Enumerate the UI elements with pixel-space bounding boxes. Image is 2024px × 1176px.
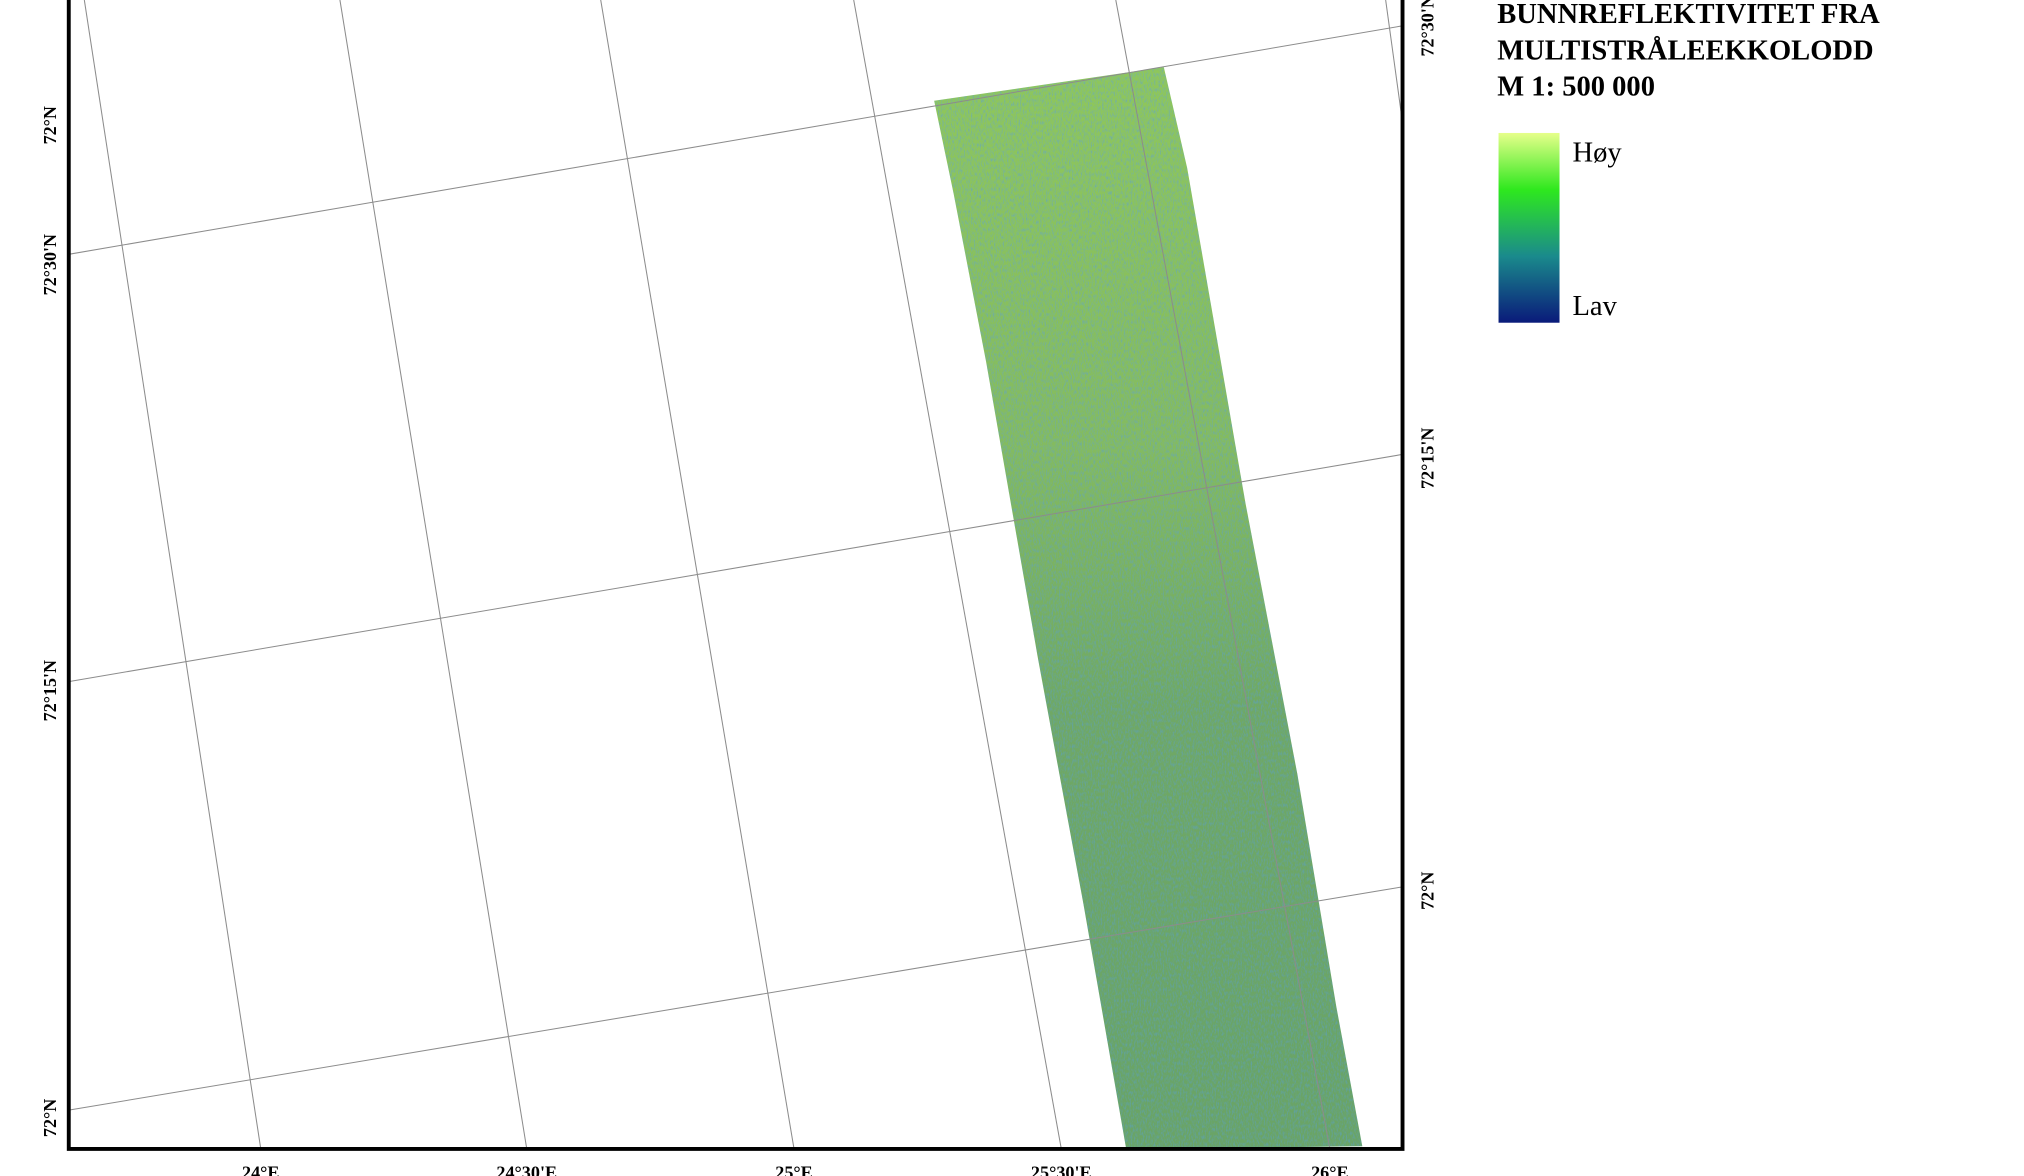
lon-label: 25°30'E [1031, 1163, 1092, 1176]
legend-high: Høy [1572, 137, 1622, 168]
lat-label: 72°30'N [40, 234, 60, 295]
graticule [68, 0, 1403, 1149]
left-labels: 72°N 72°30'N 72°15'N 72°N [40, 106, 60, 1137]
legend-low: Lav [1572, 291, 1617, 322]
legend-title: BUNNREFLEKTIVITET FRA [1497, 0, 1880, 30]
legend-title: M 1: 500 000 [1497, 72, 1655, 103]
right-labels: 72°30'N 72°15'N 72°N [1418, 0, 1438, 910]
lat-label: 72°15'N [40, 660, 60, 721]
legend: BUNNREFLEKTIVITET FRA MULTISTRÅLEEKKOLOD… [1497, 0, 1880, 323]
lon-label: 24°E [242, 1163, 280, 1176]
lon-label: 25°E [775, 1163, 813, 1176]
lat-label: 72°N [40, 106, 60, 144]
lat-label: 72°30'N [1418, 0, 1438, 57]
lat-label: 72°15'N [1418, 428, 1438, 489]
legend-title: MULTISTRÅLEEKKOLODD [1497, 34, 1873, 66]
lon-label: 26°E [1311, 1163, 1349, 1176]
bottom-labels: 24°E 24°30'E 25°E 25°30'E 26°E [242, 1163, 1349, 1176]
reflectivity-swath [934, 67, 1363, 1149]
legend-ramp [1498, 132, 1560, 323]
lon-label: 24°30'E [496, 1163, 557, 1176]
map-frame [66, 0, 1405, 1151]
lat-label: 72°N [1418, 872, 1438, 910]
map-body [68, 0, 1403, 1149]
lat-label: 72°N [40, 1099, 60, 1137]
